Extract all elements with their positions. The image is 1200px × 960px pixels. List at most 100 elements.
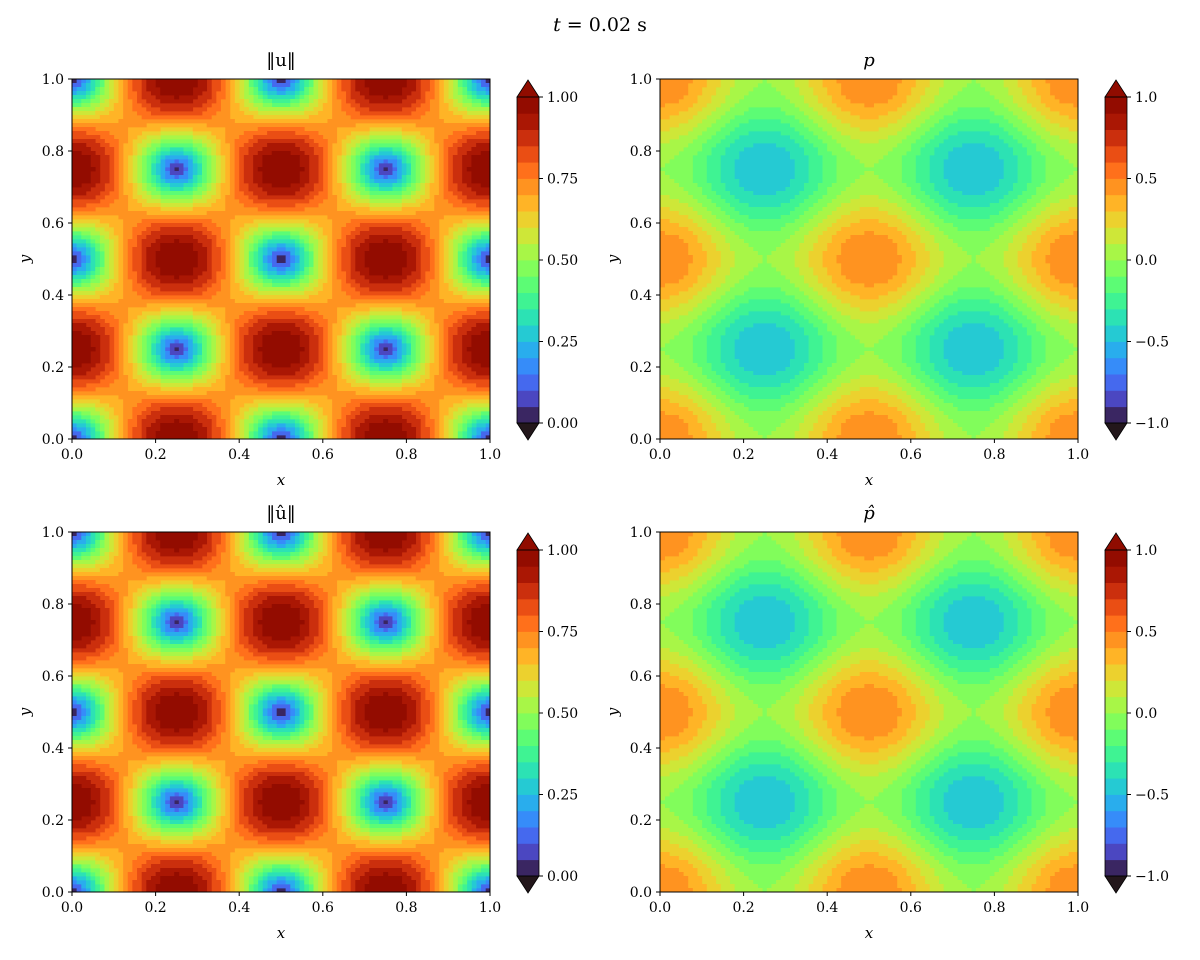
contour-level-10: [660, 79, 1079, 440]
colorbar-tick-label: 0.75: [547, 625, 578, 641]
colorbar-level-17: [517, 582, 539, 600]
contour-level-13: [72, 532, 491, 893]
colorbar-level-19: [517, 550, 539, 567]
y-tick-label: 0.2: [42, 360, 64, 376]
colorbar-level-7: [517, 292, 539, 310]
y-axis-label: y: [16, 707, 34, 717]
contour-level-0: [72, 79, 491, 440]
x-tick-label: 0.4: [816, 447, 838, 463]
colorbar-level-1: [517, 390, 539, 408]
panel-1: 0.0 0.2 0.4 0.6 0.8 1.0 0.0 0.2 0.4 0.6 0.8 1.0 x y 0.…: [16, 72, 578, 489]
colorbar-extend-max: [516, 532, 540, 551]
colorbar-extend-max: [516, 79, 540, 98]
y-tick-label: 0.4: [42, 288, 64, 304]
colorbar-tick-label: 0.0: [1135, 706, 1157, 722]
colorbar-level-15: [517, 162, 539, 179]
x-tick-label: 0.2: [732, 447, 754, 463]
contour-level-14: [660, 532, 1079, 893]
colorbar-level-15: [517, 615, 539, 632]
colorbar-level-13: [1105, 194, 1127, 212]
colorbar-extend-max: [1104, 532, 1128, 551]
y-tick-label: 0.0: [630, 885, 652, 901]
x-tick-label: 1.0: [479, 900, 501, 916]
colorbar-level-4: [1105, 341, 1127, 359]
contour-level-10: [660, 532, 1079, 893]
colorbar-level-9: [517, 713, 539, 730]
colorbar-level-18: [517, 113, 539, 130]
colorbar-level-0: [517, 406, 539, 424]
colorbar-level-7: [1105, 745, 1127, 763]
colorbar-level-17: [517, 129, 539, 147]
y-axis-label: y: [604, 254, 622, 264]
colorbar-tick-label: 0.5: [1135, 172, 1157, 188]
colorbar-tick-label: −0.5: [1135, 335, 1169, 351]
colorbar-level-1: [1105, 843, 1127, 861]
colorbar-level-8: [1105, 729, 1127, 746]
heatmap-field: [72, 532, 491, 893]
colorbar-level-14: [1105, 178, 1127, 196]
y-tick-label: 0.6: [630, 669, 652, 685]
colorbar-level-5: [1105, 778, 1127, 795]
y-tick-label: 0.8: [630, 144, 652, 160]
colorbar-level-15: [1105, 162, 1127, 179]
panel-4: 0.0 0.2 0.4 0.6 0.8 1.0 0.0 0.2 0.4 0.6 0.8 1.0 x y −1…: [604, 525, 1169, 942]
colorbar-tick-label: 0.75: [547, 172, 578, 188]
colorbar-level-12: [1105, 211, 1127, 228]
x-tick-label: 1.0: [1067, 900, 1089, 916]
x-axis-label: x: [277, 924, 286, 942]
colorbar-level-5: [517, 325, 539, 342]
x-tick-label: 0.8: [983, 900, 1005, 916]
x-tick-label: 0.6: [312, 900, 334, 916]
heatmap-field: [660, 79, 1079, 440]
colorbar-level-13: [517, 647, 539, 665]
colorbar-level-16: [1105, 145, 1127, 163]
colorbar-level-19: [1105, 97, 1127, 114]
x-tick-label: 0.2: [144, 900, 166, 916]
x-tick-label: 0.6: [900, 447, 922, 463]
colorbar-level-2: [517, 827, 539, 844]
colorbar-level-11: [1105, 227, 1127, 245]
colorbar-level-5: [517, 778, 539, 795]
y-tick-label: 0.8: [630, 597, 652, 613]
y-tick-label: 0.4: [630, 741, 652, 757]
colorbar-level-6: [517, 761, 539, 779]
y-tick-label: 1.0: [630, 72, 652, 88]
colorbar-level-14: [517, 631, 539, 649]
contour-level-5: [734, 143, 1005, 376]
panel-3-title: ‖û‖: [266, 503, 296, 524]
x-tick-label: 1.0: [1067, 447, 1089, 463]
colorbar-tick-label: 1.0: [1135, 90, 1157, 106]
y-tick-label: 0.8: [42, 597, 64, 613]
colorbar-level-4: [1105, 794, 1127, 812]
colorbar-level-19: [517, 97, 539, 114]
colorbar-tick-label: 0.00: [547, 869, 578, 885]
colorbar-tick-label: 0.25: [547, 335, 578, 351]
colorbar-level-0: [1105, 406, 1127, 424]
colorbar-tick-label: 1.0: [1135, 543, 1157, 559]
colorbar-extend-min: [516, 422, 540, 441]
y-tick-label: 1.0: [42, 72, 64, 88]
y-tick-label: 0.2: [630, 813, 652, 829]
colorbar-level-2: [1105, 827, 1127, 844]
colorbar-level-3: [517, 357, 539, 375]
colorbar-level-16: [1105, 598, 1127, 616]
x-tick-label: 0.4: [816, 900, 838, 916]
suptitle-variable: t: [553, 14, 561, 36]
colorbar-level-18: [1105, 566, 1127, 583]
y-axis-label: y: [16, 254, 34, 264]
x-tick-label: 0.8: [395, 900, 417, 916]
colorbar-level-3: [517, 810, 539, 828]
colorbar-level-11: [517, 227, 539, 245]
y-tick-label: 0.8: [42, 144, 64, 160]
colorbar-tick-label: 0.50: [547, 253, 578, 269]
suptitle-value: = 0.02 s: [560, 14, 647, 36]
x-tick-label: 0.0: [61, 900, 83, 916]
colorbar-level-18: [517, 566, 539, 583]
y-tick-label: 0.2: [630, 360, 652, 376]
x-tick-label: 0.8: [983, 447, 1005, 463]
y-tick-label: 0.0: [630, 432, 652, 448]
colorbar-level-4: [517, 794, 539, 812]
axes-frame: [71, 531, 491, 893]
contour-level-19: [72, 79, 491, 440]
